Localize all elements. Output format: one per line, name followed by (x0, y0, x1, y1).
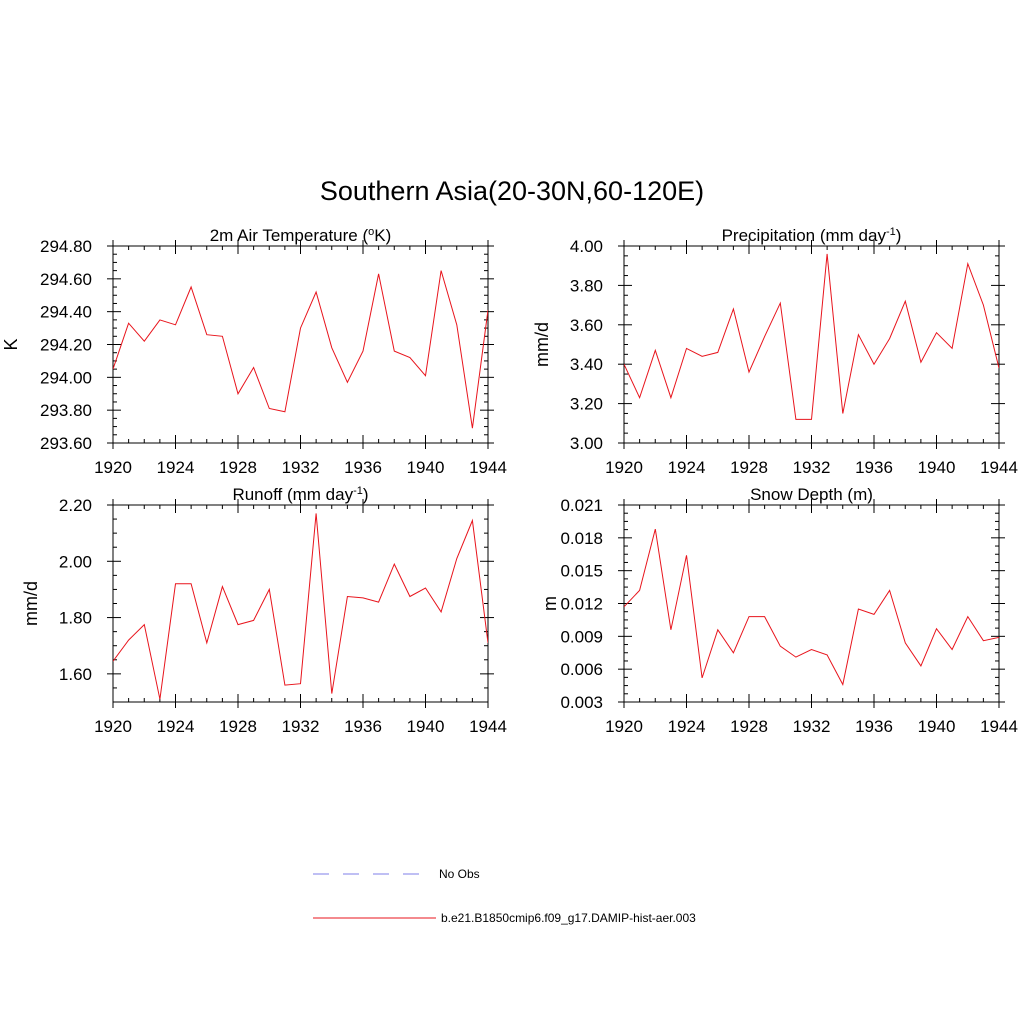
panel-title: Runoff (mm day-1) (232, 485, 368, 504)
y-tick-label: 3.20 (570, 395, 603, 414)
y-tick-label: 1.60 (59, 665, 92, 684)
x-tick-label: 1920 (94, 458, 132, 477)
plot-frame (623, 245, 1000, 444)
x-tick-label: 1928 (219, 458, 257, 477)
series-line (113, 513, 488, 700)
x-tick-label: 1924 (157, 458, 195, 477)
y-tick-label: 0.021 (560, 496, 603, 515)
y-tick-label: 0.009 (560, 627, 603, 646)
y-tick-label: 2.20 (59, 496, 92, 515)
series-line (624, 528, 999, 686)
y-tick-label: 2.00 (59, 552, 92, 571)
x-tick-label: 1928 (219, 717, 257, 736)
y-tick-label: 0.006 (560, 660, 603, 679)
y-tick-label: 294.60 (40, 270, 92, 289)
x-tick-label: 1924 (668, 717, 706, 736)
y-tick-label: 3.00 (570, 434, 603, 453)
x-tick-label: 1940 (407, 717, 445, 736)
y-tick-label: 293.80 (40, 401, 92, 420)
y-axis-label: mm/d (21, 581, 41, 626)
y-tick-label: 1.80 (59, 609, 92, 628)
y-tick-label: 294.40 (40, 303, 92, 322)
y-tick-label: 294.00 (40, 368, 92, 387)
chart-panels: 1920 1924 1928 1932 1936 1940 1944 293.60 293.80… (1, 226, 1018, 736)
x-tick-label: 1940 (918, 458, 956, 477)
legend-no-obs-label: No Obs (439, 867, 480, 881)
figure-title: Southern Asia(20-30N,60-120E) (320, 176, 704, 206)
y-tick-label: 3.60 (570, 316, 603, 335)
x-tick-label: 1928 (730, 717, 768, 736)
panel-title: Snow Depth (m) (750, 485, 873, 504)
x-tick-label: 1944 (469, 458, 507, 477)
legend-model-label: b.e21.B1850cmip6.f09_g17.DAMIP-hist-aer.… (441, 911, 696, 925)
plot-frame (112, 245, 489, 444)
y-tick-label: 293.60 (40, 434, 92, 453)
x-tick-label: 1920 (94, 717, 132, 736)
x-tick-label: 1932 (282, 458, 320, 477)
y-axis-label: mm/d (532, 322, 552, 367)
chart-panel-2: 1920 1924 1928 1932 1936 1940 1944 3.00 3.20 3.40… (532, 226, 1018, 477)
y-tick-label: 0.003 (560, 693, 603, 712)
x-tick-label: 1936 (344, 717, 382, 736)
panel-title: 2m Air Temperature (oK) (210, 226, 392, 245)
y-tick-label: 0.012 (560, 595, 603, 614)
series-line (624, 253, 999, 420)
y-axis-label: K (1, 338, 21, 350)
chart-panel-1: 1920 1924 1928 1932 1936 1940 1944 293.60 293.80… (1, 226, 507, 477)
x-tick-label: 1920 (605, 717, 643, 736)
x-tick-label: 1932 (793, 458, 831, 477)
plot-frame (623, 504, 1000, 703)
x-tick-label: 1932 (282, 717, 320, 736)
y-tick-label: 294.80 (40, 237, 92, 256)
panel-title: Precipitation (mm day-1) (722, 226, 902, 245)
chart-panel-3: 1920 1924 1928 1932 1936 1940 1944 1.60 1.80 2.00… (21, 485, 507, 736)
x-tick-label: 1920 (605, 458, 643, 477)
x-tick-label: 1936 (855, 717, 893, 736)
x-tick-label: 1944 (980, 717, 1018, 736)
y-tick-label: 3.80 (570, 276, 603, 295)
x-tick-label: 1924 (668, 458, 706, 477)
legend: No Obs b.e21.B1850cmip6.f09_g17.DAMIP-hi… (313, 867, 696, 925)
series-line (113, 270, 488, 429)
x-tick-label: 1928 (730, 458, 768, 477)
y-tick-label: 0.018 (560, 529, 603, 548)
x-tick-label: 1944 (980, 458, 1018, 477)
y-tick-label: 4.00 (570, 237, 603, 256)
y-tick-label: 294.20 (40, 336, 92, 355)
plot-frame (112, 504, 489, 703)
y-tick-label: 3.40 (570, 355, 603, 374)
x-tick-label: 1936 (344, 458, 382, 477)
y-axis-label: m (540, 596, 560, 611)
x-tick-label: 1924 (157, 717, 195, 736)
x-tick-label: 1932 (793, 717, 831, 736)
x-tick-label: 1944 (469, 717, 507, 736)
x-tick-label: 1940 (918, 717, 956, 736)
x-tick-label: 1936 (855, 458, 893, 477)
x-tick-label: 1940 (407, 458, 445, 477)
y-tick-label: 0.015 (560, 562, 603, 581)
chart-panel-4: 1920 1924 1928 1932 1936 1940 1944 0.003 0.006 0.… (540, 485, 1018, 736)
